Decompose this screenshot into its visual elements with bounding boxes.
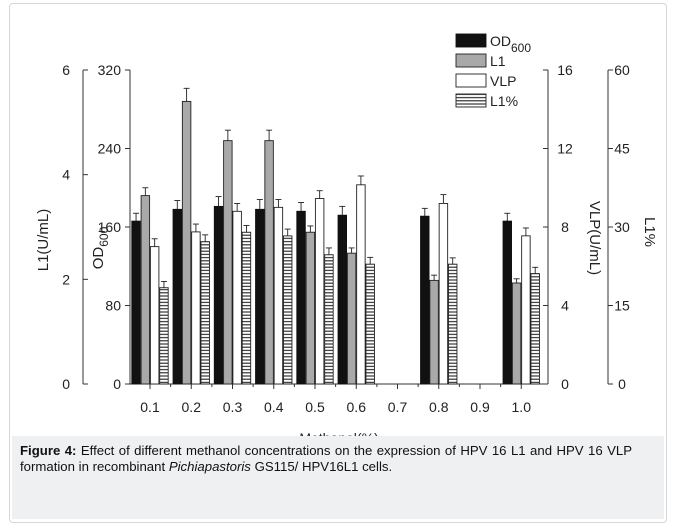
bar-gray-0.5 <box>305 231 316 385</box>
legend-label-main: L1 <box>490 53 506 69</box>
axis-vlp-tick-label: 4 <box>561 298 569 314</box>
axis-od-title-sub: 600 <box>97 226 111 246</box>
x-tick-label: 0.6 <box>347 399 367 415</box>
axis-od-title-main: OD <box>90 247 107 270</box>
bar-hatched-0.4 <box>283 235 293 385</box>
bar-gray-0.8 <box>429 279 439 385</box>
axis-vlp-tick-label: 8 <box>561 219 569 235</box>
bar-hatched-0.2 <box>200 241 210 385</box>
bar-gray-0.1 <box>140 195 151 385</box>
bar-gray-0.3 <box>223 140 233 385</box>
axis-od-tick-label: 240 <box>98 141 122 157</box>
axis-l1-title: L1(U/mL) <box>35 209 52 272</box>
x-tick-label: 1.0 <box>512 399 532 415</box>
bar-white-0.1 <box>149 246 160 385</box>
x-tick-label: 0.4 <box>264 399 284 415</box>
bar-black-0.4 <box>255 208 265 385</box>
bar-hatched-0.3 <box>241 231 252 385</box>
bar-hatched-1.0 <box>530 273 540 385</box>
legend-label-gray: L1 <box>490 53 506 69</box>
axes-layer: 02460801602403200481216015304560L1(U/mL)… <box>35 62 658 440</box>
legend-label-black: OD600 <box>490 33 531 55</box>
bar-white-0.2 <box>191 231 201 385</box>
legend-swatch-white <box>455 73 487 88</box>
legend-label-hatched: L1% <box>490 93 518 109</box>
caption-text-1: Effect of different methanol concentrati… <box>20 443 632 474</box>
bar-hatched-0.8 <box>448 263 458 385</box>
axis-od-tick-label: 80 <box>105 298 121 314</box>
axis-l1-tick-label: 6 <box>62 62 70 78</box>
bars-layer <box>131 87 540 385</box>
bar-hatched-0.6 <box>365 263 375 385</box>
bar-white-0.8 <box>438 202 449 385</box>
figure-caption: Figure 4: Effect of different methanol c… <box>20 443 632 475</box>
axis-od-tick-label: 320 <box>98 62 122 78</box>
bar-white-1.0 <box>521 235 531 385</box>
legend-label-main: OD <box>490 33 511 49</box>
caption-background <box>12 436 664 519</box>
x-tick-label: 0.2 <box>182 399 202 415</box>
axis-od-tick-label: 160 <box>98 219 122 235</box>
axis-pct-tick-label: 0 <box>618 376 626 392</box>
x-tick-label: 0.8 <box>429 399 449 415</box>
axis-pct-tick-label: 15 <box>614 298 630 314</box>
bar-black-0.5 <box>296 210 306 385</box>
caption-label: Figure 4: <box>20 443 77 458</box>
legend-label-white: VLP <box>490 73 516 89</box>
caption-species: Pichiapastoris <box>168 459 251 474</box>
bar-gray-0.6 <box>346 252 357 385</box>
bar-gray-0.4 <box>264 140 274 385</box>
axis-pct-tick-label: 60 <box>614 62 630 78</box>
x-tick-label: 0.1 <box>140 399 160 415</box>
legend-label-main: L1% <box>490 93 518 109</box>
legend-swatch-black <box>455 33 487 48</box>
bar-white-0.5 <box>314 198 325 385</box>
x-axis-title: Methanol(%) <box>299 430 378 440</box>
legend-label-sub: 600 <box>511 41 531 55</box>
axis-l1-tick-label: 2 <box>62 271 70 287</box>
bar-gray-0.2 <box>181 100 192 385</box>
x-tick-label: 0.9 <box>470 399 490 415</box>
x-tick-label: 0.3 <box>223 399 243 415</box>
bar-gray-1.0 <box>511 282 522 385</box>
axis-l1-tick-label: 4 <box>62 167 70 183</box>
axis-od-title: OD600 <box>90 226 111 269</box>
x-tick-label: 0.5 <box>305 399 325 415</box>
axis-vlp-tick-label: 0 <box>561 376 569 392</box>
axis-vlp-tick-label: 12 <box>557 141 573 157</box>
chart-svg: 02460801602403200481216015304560L1(U/mL)… <box>35 33 658 440</box>
axis-pct-title: L1% <box>641 217 658 247</box>
x-tick-label: 0.7 <box>388 399 408 415</box>
legend-label-main: VLP <box>490 73 516 89</box>
bar-black-0.3 <box>213 205 224 385</box>
caption-text-2: GS115/ HPV16L1 cells. <box>250 459 393 474</box>
axis-od-tick-label: 0 <box>113 376 121 392</box>
axis-pct-tick-label: 30 <box>614 219 630 235</box>
legend-swatch-hatched <box>455 93 487 108</box>
bar-black-0.2 <box>172 208 183 385</box>
axis-l1-tick-label: 0 <box>62 376 70 392</box>
bar-white-0.4 <box>273 206 284 385</box>
bar-white-0.6 <box>356 184 366 385</box>
bar-black-0.6 <box>337 214 347 385</box>
legend-swatch-gray <box>455 53 487 68</box>
bar-black-0.1 <box>131 220 141 385</box>
bar-hatched-0.1 <box>159 287 169 385</box>
bar-black-0.8 <box>420 215 430 385</box>
bar-black-1.0 <box>502 220 512 385</box>
axis-vlp-title: VLP(U/mL) <box>586 201 603 275</box>
axis-pct-tick-label: 45 <box>614 141 630 157</box>
bar-white-0.3 <box>232 210 242 385</box>
bar-hatched-0.5 <box>324 254 334 385</box>
axis-vlp-tick-label: 16 <box>557 62 573 78</box>
